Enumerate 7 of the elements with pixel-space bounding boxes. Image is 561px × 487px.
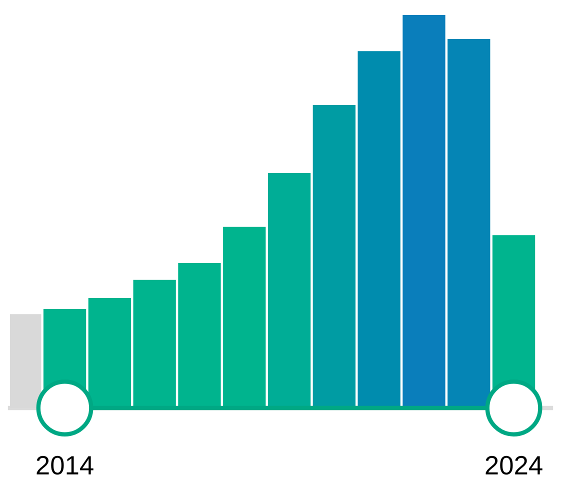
bar xyxy=(448,38,490,408)
x-tick-label: 2014 xyxy=(36,456,94,475)
bar xyxy=(268,172,311,408)
bar xyxy=(358,51,400,408)
x-tick-label: 2024 xyxy=(486,456,542,475)
bar xyxy=(402,15,446,408)
bar xyxy=(312,104,356,408)
